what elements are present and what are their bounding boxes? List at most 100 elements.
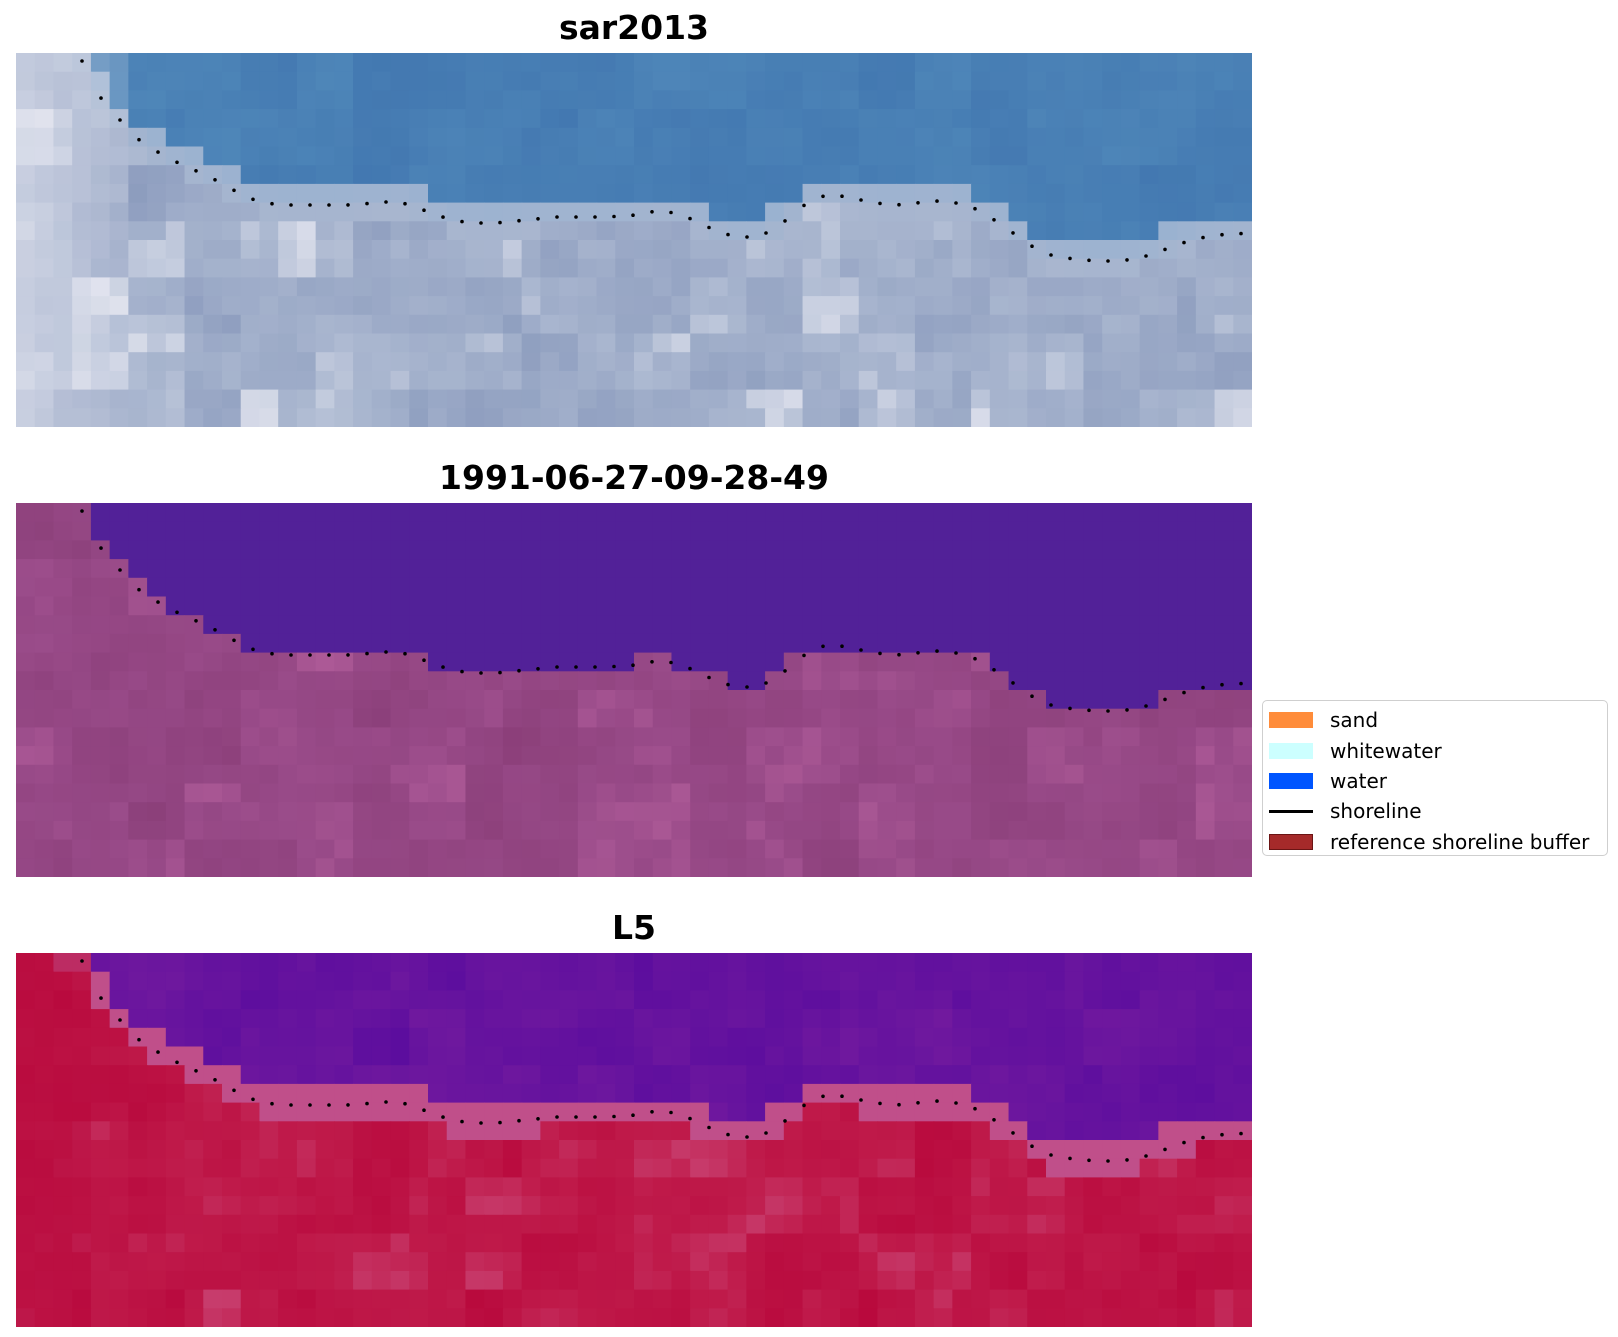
image-pixel [371, 314, 392, 335]
image-pixel [34, 146, 55, 166]
image-pixel [109, 146, 129, 166]
image-pixel [971, 109, 991, 129]
image-pixel [783, 258, 804, 278]
image-pixel [858, 296, 879, 316]
image-pixel [1046, 1009, 1066, 1029]
image-pixel [165, 183, 186, 204]
image-pixel [240, 503, 261, 523]
image-pixel [577, 277, 598, 297]
image-pixel [914, 333, 935, 353]
image-pixel [540, 953, 560, 973]
image-pixel [259, 1140, 279, 1160]
image-pixel [802, 109, 822, 129]
image-pixel [896, 240, 916, 260]
image-pixel [634, 839, 654, 859]
image-pixel [1008, 258, 1028, 278]
image-pixel [1083, 221, 1103, 241]
image-pixel [240, 746, 261, 766]
image-pixel [203, 314, 223, 335]
image-pixel [727, 202, 747, 222]
image-pixel [1177, 577, 1197, 598]
image-pixel [1139, 783, 1159, 803]
image-pixel [840, 690, 860, 710]
image-pixel [652, 1308, 673, 1327]
image-pixel [409, 1046, 429, 1066]
image-pixel [1083, 127, 1103, 148]
image-pixel [90, 971, 111, 991]
image-pixel [596, 727, 616, 747]
image-pixel [840, 764, 860, 785]
image-pixel [989, 839, 1010, 859]
image-pixel [240, 240, 261, 260]
image-pixel [390, 1121, 410, 1141]
image-pixel [858, 783, 879, 803]
image-pixel [147, 671, 167, 691]
image-pixel [1158, 109, 1178, 129]
image-pixel [840, 258, 860, 278]
image-pixel [109, 408, 129, 427]
image-pixel [390, 240, 410, 260]
image-pixel [484, 370, 504, 391]
image-pixel [390, 53, 410, 73]
image-pixel [240, 352, 261, 372]
image-pixel [353, 221, 373, 241]
image-pixel [708, 540, 729, 560]
image-pixel [1027, 633, 1047, 654]
image-pixel [596, 990, 616, 1010]
image-pixel [315, 389, 335, 409]
image-pixel [353, 127, 373, 148]
image-pixel [296, 314, 317, 335]
image-pixel [203, 183, 223, 204]
image-pixel [933, 1027, 953, 1048]
image-pixel [858, 1308, 879, 1327]
image-pixel [896, 858, 916, 877]
image-pixel [16, 258, 36, 278]
image-pixel [1233, 1233, 1252, 1253]
image-pixel [90, 277, 111, 297]
image-pixel [222, 314, 242, 335]
image-pixel [1064, 1140, 1085, 1160]
image-pixel [802, 1233, 822, 1253]
image-pixel [858, 1289, 879, 1309]
image-pixel [353, 559, 373, 579]
image-pixel [765, 333, 785, 353]
image-pixel [502, 708, 523, 728]
shoreline-dot [384, 200, 388, 204]
image-pixel [259, 1214, 279, 1235]
image-pixel [16, 165, 36, 185]
image-pixel [428, 146, 448, 166]
image-pixel [596, 690, 616, 710]
image-pixel [634, 109, 654, 129]
image-pixel [971, 596, 991, 616]
image-pixel [1214, 296, 1234, 316]
image-pixel [165, 990, 186, 1010]
image-pixel [896, 1233, 916, 1253]
image-pixel [802, 1046, 822, 1066]
image-pixel [353, 990, 373, 1010]
shoreline-dot [232, 1088, 236, 1093]
image-pixel [1064, 109, 1085, 129]
image-pixel [1027, 389, 1047, 409]
image-pixel [409, 633, 429, 654]
image-pixel [1083, 109, 1103, 129]
shoreline-dot [897, 652, 901, 657]
image-pixel [203, 333, 223, 353]
image-pixel [577, 596, 598, 616]
image-pixel [690, 503, 710, 523]
image-pixel [165, 764, 186, 785]
image-pixel [952, 240, 972, 260]
image-pixel [1158, 53, 1178, 73]
image-pixel [933, 240, 953, 260]
image-pixel [708, 314, 729, 335]
image-pixel [1158, 277, 1178, 297]
shoreline-dot [99, 546, 103, 550]
image-pixel [1083, 1270, 1103, 1291]
image-pixel [16, 1009, 36, 1029]
image-pixel [652, 408, 673, 427]
image-pixel [184, 1270, 204, 1291]
image-pixel [147, 577, 167, 598]
image-pixel [109, 183, 129, 204]
image-pixel [802, 596, 822, 616]
image-pixel [914, 690, 935, 710]
image-pixel [746, 540, 766, 560]
